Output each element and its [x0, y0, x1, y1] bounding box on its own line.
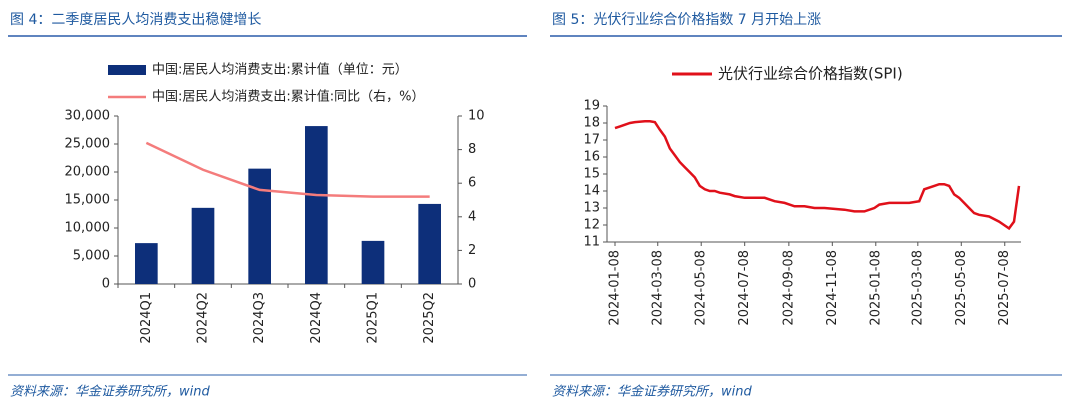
figure-caption: 图 4：二季度居民人均消费支出稳健增长 — [10, 12, 261, 28]
y-tick-label: 16 — [583, 150, 600, 165]
x-tick-label: 2025Q2 — [422, 292, 437, 344]
bar — [418, 203, 441, 284]
legend-swatch — [108, 65, 146, 75]
figure-caption: 图 5：光伏行业综合价格指数 7 月开始上涨 — [552, 12, 821, 28]
bar — [191, 207, 215, 284]
x-tick-label: 2024-05-08 — [694, 250, 709, 326]
y2-tick-label: 8 — [468, 142, 476, 157]
x-tick-label: 2024-01-08 — [608, 250, 623, 326]
x-tick-label: 2024-03-08 — [650, 250, 665, 326]
y-tick-label: 13 — [583, 201, 600, 216]
y-tick-label: 11 — [583, 235, 600, 250]
y-tick-label: 14 — [583, 184, 600, 199]
x-tick-label: 2025-03-08 — [910, 250, 925, 326]
x-tick-label: 2024Q1 — [139, 292, 154, 344]
y-tick-label: 12 — [583, 218, 600, 233]
y2-tick-label: 10 — [468, 109, 485, 124]
x-tick-label: 2024Q3 — [252, 292, 267, 344]
x-tick-label: 2024-09-08 — [781, 250, 796, 326]
x-tick-label: 2024-07-08 — [737, 250, 752, 326]
y-tick-label: 30,000 — [65, 109, 111, 124]
y-tick-label: 15,000 — [65, 193, 111, 208]
legend-label: 中国:居民人均消费支出:累计值:同比（右，%） — [152, 89, 425, 105]
x-tick-label: 2025-05-08 — [954, 250, 969, 326]
x-tick-label: 2024Q2 — [196, 292, 211, 344]
y-tick-label: 0 — [102, 277, 110, 292]
bar — [248, 168, 271, 284]
y-tick-label: 18 — [583, 116, 600, 131]
x-tick-label: 2025-07-08 — [997, 250, 1012, 326]
bar — [361, 240, 385, 284]
y2-tick-label: 2 — [468, 243, 476, 258]
y-tick-label: 20,000 — [65, 165, 111, 180]
line — [614, 120, 1021, 231]
source-note: 资料来源：华金证券研究所，wind — [10, 384, 210, 400]
y-tick-label: 17 — [583, 133, 600, 148]
y2-tick-label: 4 — [468, 209, 476, 224]
y-tick-label: 15 — [583, 167, 600, 182]
y2-tick-label: 0 — [468, 277, 476, 292]
bar — [135, 243, 158, 284]
y-tick-label: 5,000 — [73, 249, 110, 264]
x-tick-label: 2024Q4 — [309, 292, 324, 344]
x-tick-label: 2024-11-08 — [825, 250, 840, 326]
bar — [305, 126, 328, 284]
legend-label: 中国:居民人均消费支出:累计值（单位：元） — [152, 62, 408, 78]
legend-label: 光伏行业综合价格指数(SPI) — [718, 65, 903, 83]
y2-tick-label: 6 — [468, 176, 476, 191]
x-tick-label: 2025-01-08 — [868, 250, 883, 326]
y-tick-label: 25,000 — [65, 137, 111, 152]
source-note: 资料来源：华金证券研究所，wind — [552, 384, 752, 400]
x-tick-label: 2025Q1 — [366, 292, 381, 344]
y-tick-label: 10,000 — [65, 221, 111, 236]
line — [145, 141, 430, 198]
y-tick-label: 19 — [583, 99, 600, 114]
